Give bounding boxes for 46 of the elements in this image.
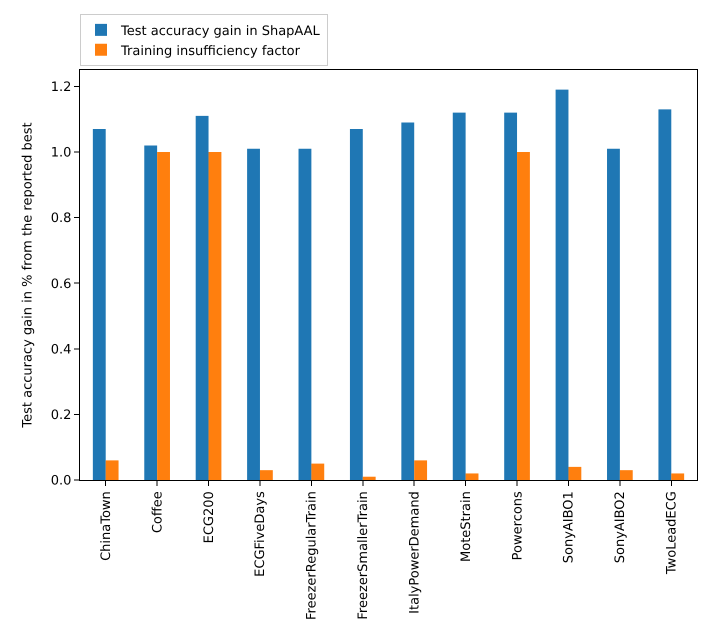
bar (556, 90, 568, 480)
x-tick-label: ECG200 (202, 491, 217, 544)
bar (658, 109, 672, 480)
bar (106, 460, 119, 480)
bar (607, 148, 620, 480)
bar (671, 473, 684, 480)
bar (452, 112, 466, 480)
bar (196, 116, 209, 480)
bar (157, 152, 170, 480)
y-tick-label: 1.0 (50, 146, 72, 161)
y-tick-label: 0.0 (50, 474, 72, 489)
bar (466, 473, 478, 480)
x-tick-label: TwoLeadECG (664, 491, 680, 576)
x-tick-label: SonyAIBO1 (562, 491, 577, 564)
bar (517, 152, 530, 480)
bar (362, 476, 376, 480)
bar (247, 148, 260, 480)
x-tick-label: FreezerSmallerTrain (356, 491, 372, 620)
x-tick-label: ItalyPowerDemand (407, 491, 422, 614)
x-tick-label: ChinaTown (98, 491, 114, 561)
bar (208, 152, 222, 480)
bar (92, 129, 106, 480)
x-tick-label: SonyAIBO2 (613, 491, 628, 564)
y-tick-label: 0.8 (50, 211, 72, 226)
bar (568, 466, 582, 480)
bar (260, 470, 273, 480)
bar (620, 470, 633, 480)
y-tick-label: 1.2 (50, 80, 72, 95)
bar (311, 464, 324, 480)
x-tick-label: ECGFiveDays (253, 490, 268, 577)
bar (401, 122, 414, 480)
y-tick-label: 0.6 (50, 276, 72, 292)
y-tick-label: 0.2 (50, 408, 72, 423)
x-tick-label: FreezerRegularTrain (304, 491, 320, 620)
y-axis-title: Test accuracy gain in % from the reported best (20, 122, 36, 429)
bar (298, 148, 312, 480)
bar (350, 129, 363, 480)
x-tick-label: MoteStrain (458, 491, 474, 562)
bar (414, 460, 428, 480)
x-tick-label: Powercons (510, 490, 526, 560)
legend-label: Test accuracy gain in ShapAAL (120, 24, 321, 39)
x-tick-label: Coffee (150, 491, 166, 534)
bar (144, 145, 158, 480)
legend-label: Training insufficiency factor (120, 44, 301, 59)
y-tick-label: 0.4 (50, 342, 72, 358)
bar (504, 112, 518, 480)
